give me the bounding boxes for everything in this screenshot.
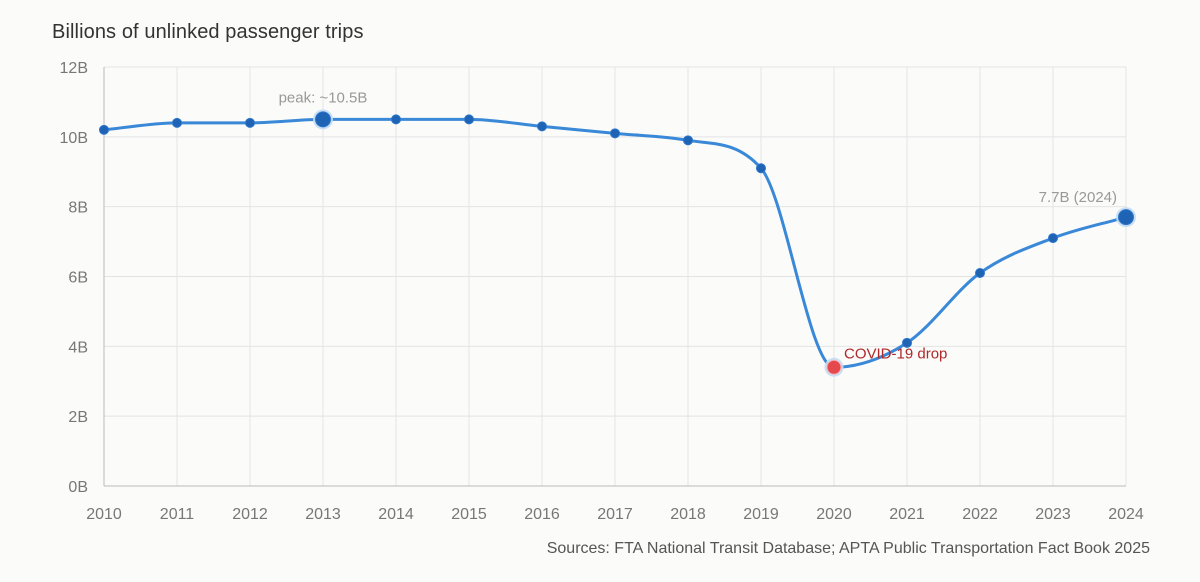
line-layer xyxy=(103,117,1127,369)
y-tick-label: 12B xyxy=(60,60,88,77)
x-tick-label: 2022 xyxy=(962,506,998,523)
x-tick-label: 2010 xyxy=(86,506,122,523)
data-point xyxy=(245,117,255,128)
data-point xyxy=(99,124,109,135)
x-tick-label: 2020 xyxy=(816,506,852,523)
data-point xyxy=(391,114,401,125)
annotation-label: peak: ~10.5B xyxy=(279,89,368,106)
data-point xyxy=(683,135,693,146)
x-tick-label: 2014 xyxy=(378,506,414,523)
y-tick-label: 2B xyxy=(68,409,88,426)
data-point xyxy=(1118,209,1134,226)
series-line xyxy=(103,117,1127,369)
data-point xyxy=(315,111,331,128)
x-tick-label: 2021 xyxy=(889,506,925,523)
point-layer xyxy=(99,109,1136,377)
data-point xyxy=(975,268,985,279)
y-tick-label: 4B xyxy=(68,339,88,356)
data-point xyxy=(537,121,547,132)
annotation-layer: peak: ~10.5B COVID-19 drop 7.7B (2024) xyxy=(279,89,1117,362)
x-tick-label: 2018 xyxy=(670,506,706,523)
x-tick-label: 2015 xyxy=(451,506,487,523)
x-tick-label: 2016 xyxy=(524,506,560,523)
y-tick-label: 8B xyxy=(68,200,88,217)
source-note: Sources: FTA National Transit Database; … xyxy=(546,540,1150,557)
data-point xyxy=(902,337,912,348)
x-tick-label: 2012 xyxy=(232,506,268,523)
data-point xyxy=(610,128,620,139)
y-tick-label: 0B xyxy=(68,479,88,496)
y-tick-label: 10B xyxy=(60,130,88,147)
annotation-label: COVID-19 drop xyxy=(844,345,947,362)
x-tick-label: 2013 xyxy=(305,506,341,523)
x-tick-label: 2011 xyxy=(160,506,195,523)
x-tick-label: 2019 xyxy=(743,506,779,523)
annotation-label: 7.7B (2024) xyxy=(1039,189,1117,206)
x-tick-label: 2017 xyxy=(597,506,633,523)
x-tick-label: 2023 xyxy=(1035,506,1071,523)
grid-layer xyxy=(103,66,1127,487)
data-point xyxy=(826,359,842,375)
data-point xyxy=(756,163,766,174)
y-tick-label: 6B xyxy=(68,270,88,287)
axis-layer: 0B 2B 4B 6B 8B 10B 12B 2010 2011 2012 2013 2014 2015… xyxy=(60,60,1144,523)
data-point xyxy=(172,117,182,128)
data-point xyxy=(1048,233,1058,244)
data-point xyxy=(464,114,474,125)
chart-title: Billions of unlinked passenger trips xyxy=(52,21,364,43)
x-tick-label: 2024 xyxy=(1108,506,1144,523)
